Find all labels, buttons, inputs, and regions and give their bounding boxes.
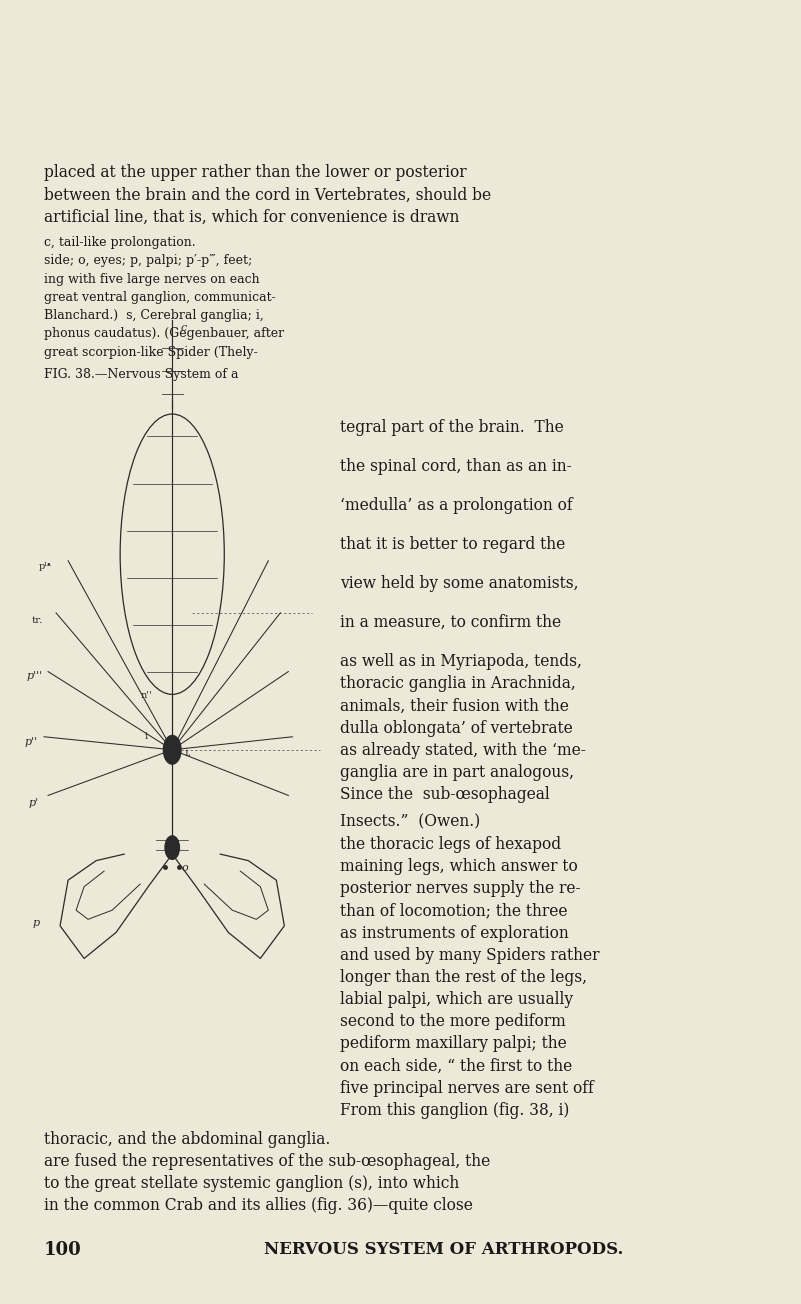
Text: as instruments of exploration: as instruments of exploration — [340, 925, 570, 941]
Text: view held by some anatomists,: view held by some anatomists, — [340, 575, 579, 592]
Text: second to the more pediform: second to the more pediform — [340, 1013, 566, 1030]
Text: great scorpion-like Spider (Thely-: great scorpion-like Spider (Thely- — [44, 346, 258, 359]
Text: tegral part of the brain.  The: tegral part of the brain. The — [340, 419, 564, 436]
Text: great ventral ganglion, communicat-: great ventral ganglion, communicat- — [44, 291, 276, 304]
Text: labial palpi, which are usually: labial palpi, which are usually — [340, 991, 574, 1008]
Text: in a measure, to confirm the: in a measure, to confirm the — [340, 614, 562, 631]
Text: i.: i. — [184, 748, 191, 759]
Text: between the brain and the cord in Vertebrates, should be: between the brain and the cord in Verteb… — [44, 186, 491, 203]
Text: the spinal cord, than as an in-: the spinal cord, than as an in- — [340, 458, 572, 475]
Circle shape — [163, 735, 181, 764]
Text: than of locomotion; the three: than of locomotion; the three — [340, 902, 568, 919]
Text: p': p' — [28, 798, 38, 808]
Text: dulla oblongata’ of vertebrate: dulla oblongata’ of vertebrate — [340, 720, 574, 737]
Text: to the great stellate systemic ganglion (s), into which: to the great stellate systemic ganglion … — [44, 1175, 459, 1192]
Text: pᴵᵜ: pᴵᵜ — [38, 562, 51, 571]
Text: in the common Crab and its allies (fig. 36)—quite close: in the common Crab and its allies (fig. … — [44, 1197, 473, 1214]
Text: that it is better to regard the: that it is better to regard the — [340, 536, 566, 553]
Text: FIG. 38.—Nervous System of a: FIG. 38.—Nervous System of a — [44, 368, 239, 381]
Text: maining legs, which answer to: maining legs, which answer to — [340, 858, 578, 875]
Text: o: o — [182, 863, 188, 874]
Text: ‘medulla’ as a prolongation of: ‘medulla’ as a prolongation of — [340, 497, 573, 514]
Text: as already stated, with the ‘me-: as already stated, with the ‘me- — [340, 742, 586, 759]
Text: p''': p''' — [26, 672, 42, 682]
Text: NERVOUS SYSTEM OF ARTHROPODS.: NERVOUS SYSTEM OF ARTHROPODS. — [264, 1241, 624, 1258]
Text: Since the  sub-œsophageal: Since the sub-œsophageal — [340, 786, 550, 803]
Text: the thoracic legs of hexapod: the thoracic legs of hexapod — [340, 836, 562, 853]
Text: c, tail-like prolongation.: c, tail-like prolongation. — [44, 236, 195, 249]
Text: side; o, eyes; p, palpi; p′-p‴, feet;: side; o, eyes; p, palpi; p′-p‴, feet; — [44, 254, 252, 267]
Text: p: p — [32, 918, 39, 928]
Text: n'': n'' — [140, 691, 152, 700]
Text: as well as in Myriapoda, tends,: as well as in Myriapoda, tends, — [340, 653, 582, 670]
Text: posterior nerves supply the re-: posterior nerves supply the re- — [340, 880, 581, 897]
Text: 100: 100 — [44, 1241, 82, 1260]
Text: thoracic, and the abdominal ganglia.: thoracic, and the abdominal ganglia. — [44, 1131, 331, 1148]
Text: on each side, “ the first to the: on each side, “ the first to the — [340, 1058, 573, 1074]
Text: five principal nerves are sent off: five principal nerves are sent off — [340, 1080, 594, 1097]
Text: animals, their fusion with the: animals, their fusion with the — [340, 698, 570, 715]
Text: phonus caudatus). (Gegenbauer, after: phonus caudatus). (Gegenbauer, after — [44, 327, 284, 340]
Text: artificial line, that is, which for convenience is drawn: artificial line, that is, which for conv… — [44, 209, 460, 226]
Text: ing with five large nerves on each: ing with five large nerves on each — [44, 273, 260, 286]
Text: c: c — [180, 322, 187, 333]
Text: From this ganglion (fig. 38, i): From this ganglion (fig. 38, i) — [340, 1102, 570, 1119]
Text: Insects.”  (Owen.): Insects.” (Owen.) — [340, 814, 481, 831]
Text: tr.: tr. — [32, 617, 43, 626]
Text: and used by many Spiders rather: and used by many Spiders rather — [340, 947, 600, 964]
Text: i: i — [144, 733, 147, 742]
Text: Blanchard.)  s, Cerebral ganglia; i,: Blanchard.) s, Cerebral ganglia; i, — [44, 309, 264, 322]
Text: pediform maxillary palpi; the: pediform maxillary palpi; the — [340, 1035, 567, 1052]
Text: thoracic ganglia in Arachnida,: thoracic ganglia in Arachnida, — [340, 675, 576, 692]
Text: placed at the upper rather than the lower or posterior: placed at the upper rather than the lowe… — [44, 164, 467, 181]
Text: ganglia are in part analogous,: ganglia are in part analogous, — [340, 764, 574, 781]
Text: p'': p'' — [24, 737, 37, 747]
Circle shape — [165, 836, 179, 859]
Text: longer than the rest of the legs,: longer than the rest of the legs, — [340, 969, 587, 986]
Text: are fused the representatives of the sub-œsophageal, the: are fused the representatives of the sub… — [44, 1153, 490, 1170]
